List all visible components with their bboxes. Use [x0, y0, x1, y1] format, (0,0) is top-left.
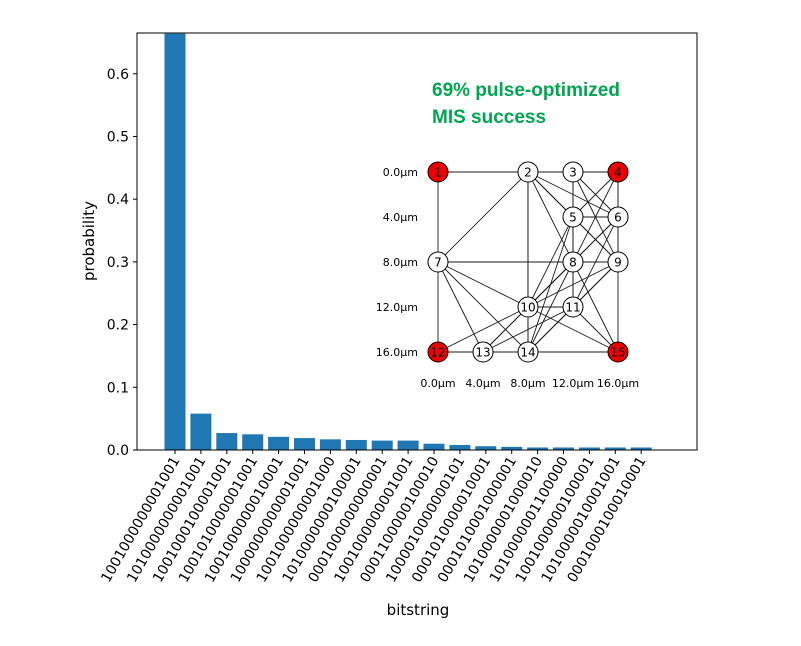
inset-node [562, 161, 584, 183]
inset-node-label: 5 [569, 211, 577, 225]
inset-edge [527, 171, 574, 263]
inset-node [607, 251, 629, 273]
inset-node [427, 341, 449, 363]
inset-edge [482, 306, 529, 353]
bar [371, 440, 393, 450]
inset-node [562, 206, 584, 228]
inset-node [562, 251, 584, 273]
x-axis-title: bitstring [387, 601, 450, 619]
inset-node [607, 206, 629, 228]
inset-title-line-1: 69% pulse-optimized [432, 80, 620, 101]
inset-title-line-2: MIS success [432, 107, 546, 128]
inset-edge [482, 306, 574, 353]
inset-y-label: 12.0μm [376, 301, 418, 314]
inset-node-label: 9 [614, 256, 622, 270]
bar [423, 443, 445, 450]
inset-node [562, 296, 584, 318]
inset-graph: 69% pulse-optimized MIS success 0.0μm 4.0… [376, 80, 639, 390]
y-tick-label: 0.1 [107, 380, 129, 396]
inset-node-label: 1 [434, 166, 442, 180]
y-tick-label: 0.6 [107, 67, 129, 83]
inset-node [517, 341, 539, 363]
inset-node [427, 161, 449, 183]
inset-x-labels: 0.0μm 4.0μm 8.0μm 12.0μm 16.0μm [420, 377, 639, 390]
inset-node [517, 296, 539, 318]
bars-group [164, 33, 652, 450]
bar [268, 436, 290, 450]
bar [190, 413, 212, 450]
inset-y-labels: 0.0μm 4.0μm 8.0μm 12.0μm 16.0μm [376, 166, 418, 359]
bar [449, 444, 471, 450]
inset-node-label: 10 [520, 301, 535, 315]
bar [294, 438, 315, 450]
bar [242, 434, 264, 450]
inset-edge [572, 261, 619, 353]
inset-node-label: 14 [520, 346, 535, 360]
y-tick-label: 0.5 [107, 129, 129, 145]
inset-edge [437, 261, 484, 353]
inset-node [607, 161, 629, 183]
inset-edge [437, 306, 529, 353]
inset-node-label: 12 [430, 346, 445, 360]
inset-node-label: 2 [524, 166, 532, 180]
inset-node-label: 3 [569, 166, 577, 180]
bar [216, 433, 238, 450]
inset-edge [572, 306, 619, 353]
bar [475, 446, 497, 450]
bar [553, 447, 574, 450]
inset-edge [527, 261, 619, 308]
x-axis: 1001000000001001101000000000100110010001… [98, 450, 650, 585]
inset-node-label: 15 [610, 346, 625, 360]
inset-x-label: 16.0μm [597, 377, 639, 390]
inset-node [472, 341, 494, 363]
bar [345, 439, 367, 450]
y-tick-label: 0.4 [107, 192, 129, 208]
inset-node-label: 6 [614, 211, 622, 225]
inset-edge [527, 306, 574, 353]
inset-node-label: 11 [565, 301, 580, 315]
bar [319, 439, 341, 450]
bar [604, 447, 626, 450]
y-tick-label: 0.0 [107, 443, 129, 459]
inset-node-label: 4 [614, 166, 622, 180]
bar [164, 33, 186, 450]
inset-x-label: 4.0μm [465, 377, 500, 390]
inset-edge [527, 306, 619, 353]
inset-x-label: 0.0μm [420, 377, 455, 390]
inset-node [607, 341, 629, 363]
inset-y-label: 16.0μm [376, 346, 418, 359]
inset-edge [572, 171, 619, 218]
inset-edge [437, 261, 529, 353]
inset-node-label: 7 [434, 256, 442, 270]
inset-edge [437, 171, 529, 263]
inset-node-label: 8 [569, 256, 577, 270]
y-axis-title: probability [80, 201, 98, 281]
inset-node [427, 251, 449, 273]
y-tick-label: 0.3 [107, 255, 129, 271]
bar [630, 447, 652, 450]
inset-y-label: 0.0μm [383, 166, 418, 179]
inset-x-label: 12.0μm [552, 377, 594, 390]
bar [578, 447, 600, 450]
plot-frame [136, 32, 698, 451]
bar [397, 440, 419, 450]
inset-y-label: 4.0μm [383, 211, 418, 224]
bar [501, 446, 523, 450]
inset-x-label: 8.0μm [510, 377, 545, 390]
inset-edges [437, 171, 619, 353]
inset-node [517, 161, 539, 183]
inset-node-label: 13 [475, 346, 490, 360]
inset-y-label: 8.0μm [383, 256, 418, 269]
y-tick-label: 0.2 [107, 318, 129, 334]
y-axis: 0.0 0.1 0.2 0.3 0.4 0.5 0.6 [107, 67, 137, 459]
bar [527, 447, 549, 450]
inset-edge [437, 261, 529, 308]
